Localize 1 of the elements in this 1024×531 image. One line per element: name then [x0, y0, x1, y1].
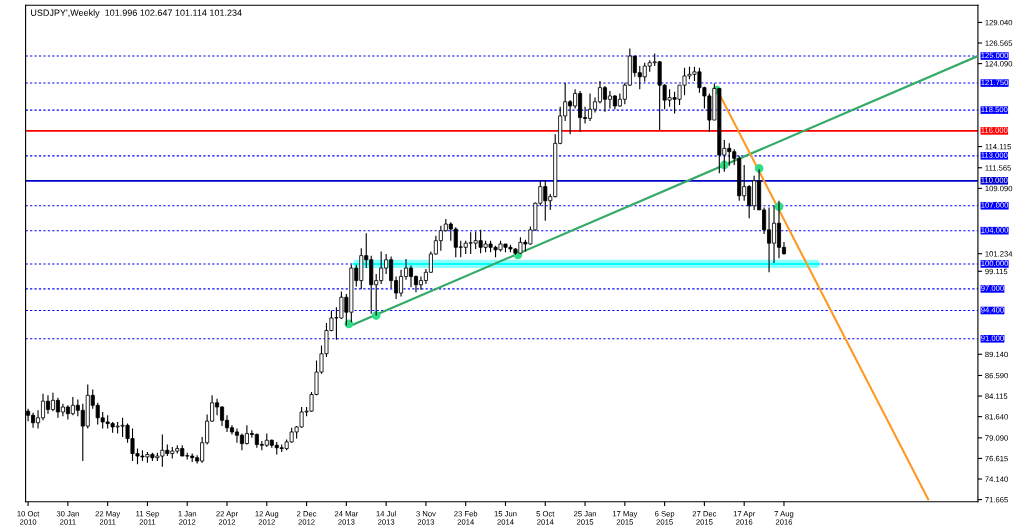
chart-title: USDJPY',Weekly 101.996 102.647 101.114 101.234	[31, 9, 242, 18]
